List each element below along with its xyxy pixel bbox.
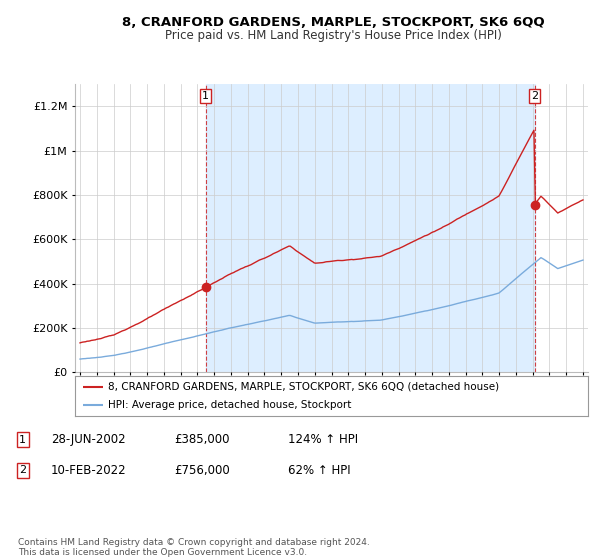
Text: 2: 2 [531, 91, 538, 101]
Text: Contains HM Land Registry data © Crown copyright and database right 2024.
This d: Contains HM Land Registry data © Crown c… [18, 538, 370, 557]
Text: 10-FEB-2022: 10-FEB-2022 [51, 464, 127, 477]
Text: 2: 2 [19, 465, 26, 475]
Text: £756,000: £756,000 [174, 464, 230, 477]
Text: HPI: Average price, detached house, Stockport: HPI: Average price, detached house, Stoc… [109, 400, 352, 410]
Text: 1: 1 [19, 435, 26, 445]
Text: 28-JUN-2002: 28-JUN-2002 [51, 433, 125, 446]
Text: 124% ↑ HPI: 124% ↑ HPI [288, 433, 358, 446]
Bar [206, 84, 535, 372]
Text: 1: 1 [202, 91, 209, 101]
Text: Price paid vs. HM Land Registry's House Price Index (HPI): Price paid vs. HM Land Registry's House … [164, 29, 502, 42]
Text: £385,000: £385,000 [174, 433, 229, 446]
Text: 8, CRANFORD GARDENS, MARPLE, STOCKPORT, SK6 6QQ: 8, CRANFORD GARDENS, MARPLE, STOCKPORT, … [122, 16, 544, 29]
Text: 62% ↑ HPI: 62% ↑ HPI [288, 464, 350, 477]
Text: 8, CRANFORD GARDENS, MARPLE, STOCKPORT, SK6 6QQ (detached house): 8, CRANFORD GARDENS, MARPLE, STOCKPORT, … [109, 382, 499, 392]
